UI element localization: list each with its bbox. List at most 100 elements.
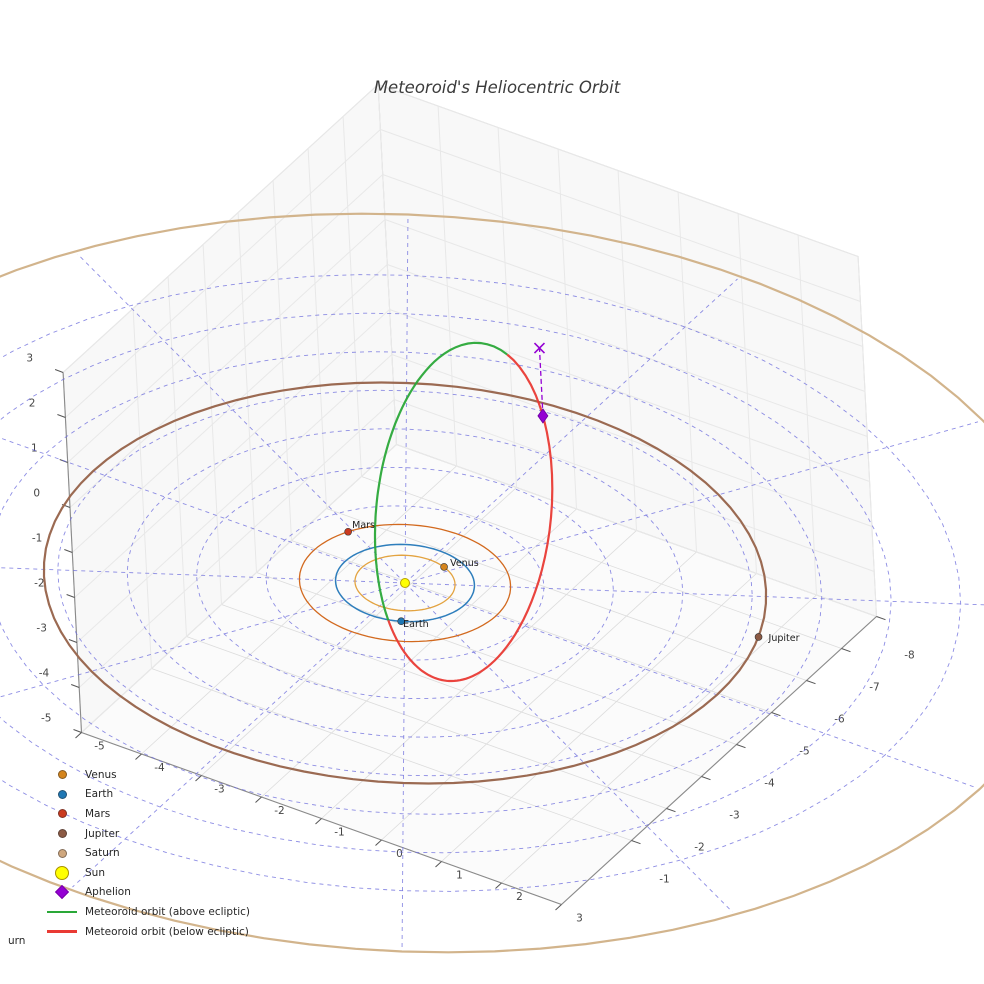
floor-grid-y	[291, 540, 772, 713]
legend-label: Jupiter	[85, 827, 120, 840]
z-tick	[71, 684, 80, 688]
z-tick-label: 1	[31, 443, 38, 455]
z-tick-label: 2	[29, 398, 36, 410]
x-tick	[195, 775, 202, 782]
legend-item-earth: Earth	[44, 785, 250, 805]
y-tick-label: -7	[869, 682, 879, 694]
x-tick	[495, 882, 502, 889]
ecliptic-grid-spoke	[72, 582, 406, 888]
x-tick-label: -2	[274, 805, 284, 817]
legend-dot-marker	[57, 829, 67, 839]
wall-grid-z2	[69, 219, 386, 508]
wall-grid-z1	[382, 174, 863, 347]
legend-marker-wrap	[44, 865, 80, 880]
x-tick-label: -4	[154, 762, 165, 774]
ecliptic-grid-spoke	[404, 278, 738, 584]
y-tick-label: -3	[729, 810, 739, 822]
y-axis-line	[561, 616, 877, 905]
legend-item-saturn: Saturn	[44, 843, 250, 863]
clipped-saturn-label: urn	[8, 935, 25, 947]
y-tick-label: -2	[694, 842, 704, 854]
wall-grid-z2	[67, 174, 384, 463]
jupiter-label: Jupiter	[768, 633, 800, 644]
legend-label: Saturn	[85, 847, 120, 860]
wall-grid-z2	[78, 399, 395, 688]
floor-grid-x	[141, 465, 457, 755]
z-tick	[73, 729, 82, 733]
floor-grid-x	[441, 573, 757, 862]
aphelion-projection-x	[533, 342, 546, 354]
x-tick-label: -1	[334, 827, 344, 839]
x-tick	[255, 796, 262, 803]
chart-title: Meteoroid's Heliocentric Orbit	[374, 78, 621, 97]
ecliptic-grid-spoke	[404, 421, 979, 584]
legend-marker-wrap	[44, 885, 80, 900]
mars-orbit	[298, 523, 512, 643]
y-tick-label: -5	[799, 746, 809, 758]
z-tick	[66, 594, 75, 598]
legend-label: Venus	[85, 768, 117, 781]
y-tick	[701, 776, 711, 781]
mars-marker	[344, 527, 352, 536]
wall-grid-z1	[387, 264, 868, 437]
x-tick	[555, 904, 562, 911]
legend-diamond-marker	[54, 885, 70, 900]
z-tick-label: 0	[33, 488, 40, 500]
z-tick-label: -5	[41, 713, 51, 725]
wall-grid-z1	[394, 399, 875, 572]
x-tick-label: -5	[94, 741, 104, 753]
wall-grid-z2	[65, 129, 381, 418]
legend-item-aphelion: Aphelion	[44, 883, 250, 903]
legend-marker-wrap	[44, 789, 80, 799]
legend-label: Aphelion	[85, 886, 131, 899]
legend-label: Earth	[85, 788, 114, 801]
floor-grid-x	[381, 551, 697, 841]
z-tick	[64, 549, 73, 553]
x-tick	[375, 839, 382, 846]
y-tick	[631, 840, 641, 845]
floor-grid-y	[361, 476, 842, 649]
wall-grid-z2	[74, 309, 390, 598]
wall-grid-z1	[391, 354, 873, 527]
legend-marker-wrap	[44, 930, 80, 933]
z-tick-label: -1	[32, 533, 42, 545]
x-tick-label: 3	[576, 913, 583, 925]
legend-item-jupiter: Jupiter	[44, 824, 250, 844]
z-tick	[68, 639, 78, 643]
ecliptic-grid-spoke	[77, 253, 406, 584]
legend-marker-wrap	[44, 829, 80, 839]
floor-grid-x	[201, 487, 517, 776]
wall-grid-z2	[81, 444, 397, 733]
legend-label: Meteoroid orbit (above ecliptic)	[85, 905, 250, 918]
y-tick-label: -1	[659, 874, 669, 886]
z-tick-label: -2	[34, 578, 44, 590]
ecliptic-grid-spoke	[404, 582, 733, 913]
y-tick	[736, 744, 746, 749]
legend-item-meteoroid-orbit-below-ecliptic: Meteoroid orbit (below ecliptic)	[44, 922, 250, 942]
legend-item-venus: Venus	[44, 765, 250, 785]
y-tick	[666, 808, 676, 813]
plot-graphics: -5 -4 -3 -2 -1 0 1 2 3 -8 -7 -6 -5 -4 -3 -2 -1 3 2 1 0 -1 -2 -3…	[0, 83, 984, 954]
wall-grid-z1	[377, 84, 859, 257]
legend-line-marker	[47, 910, 77, 914]
legend-item-meteoroid-orbit-above-ecliptic: Meteoroid orbit (above ecliptic)	[44, 902, 250, 922]
y-tick	[806, 680, 816, 685]
legend-dot-lg-marker	[55, 865, 69, 880]
meteoroid-orbit-below	[387, 353, 554, 683]
legend-dot-marker	[57, 848, 67, 858]
ecliptic-grid-spoke	[404, 582, 984, 606]
x-tick-label: 2	[516, 891, 523, 903]
floor-grid-y	[186, 636, 667, 809]
y-tick	[876, 616, 886, 621]
ecliptic-grid-spoke	[0, 567, 406, 584]
wall-grid-z1	[389, 309, 870, 482]
earth-label: Earth	[403, 619, 428, 630]
legend-dot-marker	[57, 770, 67, 780]
legend-item-sun: Sun	[44, 863, 250, 883]
ecliptic-grid-spoke	[401, 582, 406, 949]
x-tick	[315, 818, 322, 825]
legend-label: Meteoroid orbit (below ecliptic)	[85, 925, 249, 938]
y-tick-label: -4	[764, 778, 775, 790]
z-tick-label: 3	[26, 353, 33, 365]
aphelion-marker	[537, 408, 549, 424]
